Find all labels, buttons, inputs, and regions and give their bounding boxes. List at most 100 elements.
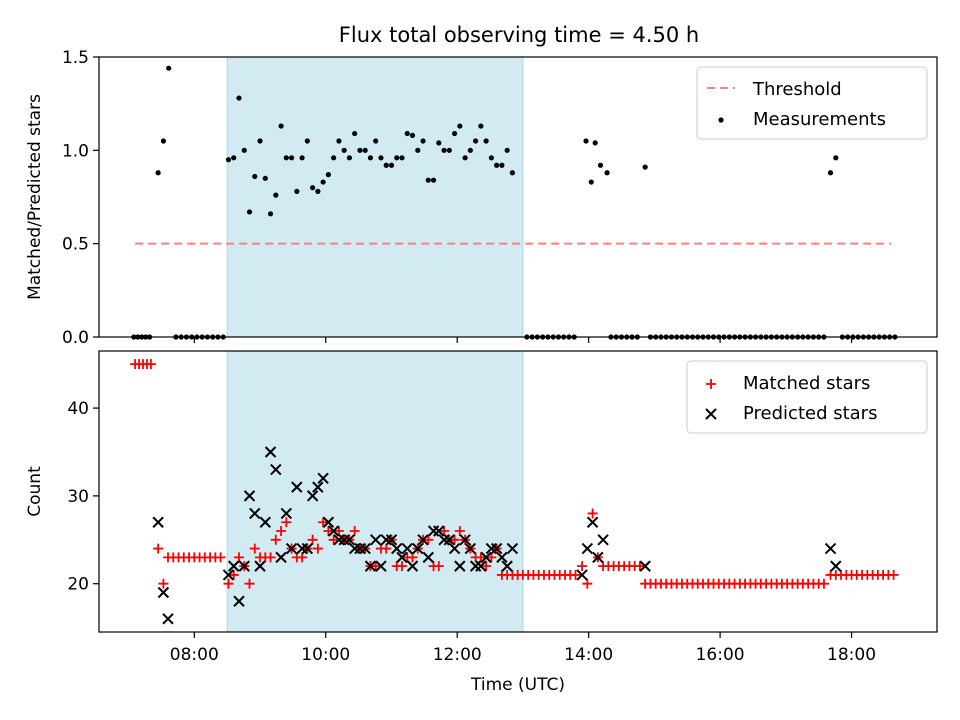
data-point bbox=[399, 155, 405, 161]
y-tick-label: 0.5 bbox=[62, 235, 89, 255]
data-point bbox=[446, 147, 452, 153]
x-tick-label: 10:00 bbox=[301, 645, 350, 665]
data-point bbox=[582, 578, 593, 589]
legend: Threshold Measurements bbox=[696, 66, 928, 140]
data-point bbox=[225, 157, 232, 163]
data-point bbox=[388, 162, 395, 168]
data-point bbox=[233, 552, 244, 563]
data-point bbox=[294, 188, 300, 194]
data-point bbox=[336, 138, 342, 144]
data-point bbox=[464, 542, 477, 555]
data-point bbox=[155, 170, 161, 176]
data-point bbox=[346, 155, 353, 161]
data-point bbox=[634, 561, 645, 572]
data-point bbox=[145, 359, 156, 370]
data-point bbox=[423, 534, 434, 545]
data-point bbox=[166, 65, 172, 71]
legend-box bbox=[696, 66, 928, 140]
data-point bbox=[244, 578, 255, 589]
y-tick-label: 0.0 bbox=[62, 328, 89, 348]
data-point bbox=[153, 543, 164, 554]
data-point bbox=[352, 130, 358, 137]
data-point bbox=[236, 95, 242, 101]
legend-label: Threshold bbox=[752, 79, 842, 100]
y-tick-label: 1.0 bbox=[62, 141, 89, 161]
data-point bbox=[475, 552, 486, 563]
data-point bbox=[301, 542, 314, 555]
data-point bbox=[588, 179, 594, 185]
data-point bbox=[281, 517, 292, 528]
data-point bbox=[381, 543, 392, 554]
x-tick-label: 08:00 bbox=[170, 645, 219, 665]
data-point bbox=[436, 140, 442, 146]
data-point bbox=[299, 155, 305, 161]
data-point bbox=[328, 534, 339, 545]
data-point bbox=[417, 534, 429, 546]
data-point bbox=[283, 155, 289, 161]
data-point bbox=[454, 526, 465, 537]
data-point bbox=[223, 578, 234, 589]
data-point bbox=[241, 147, 247, 153]
data-point bbox=[158, 578, 169, 589]
data-point bbox=[265, 552, 276, 563]
legend-label: Predicted stars bbox=[743, 403, 877, 424]
data-point bbox=[233, 595, 245, 607]
axes-frame bbox=[98, 350, 938, 633]
data-point bbox=[280, 507, 293, 520]
data-point bbox=[830, 560, 842, 572]
top-panel-ratio: 0.0 0.5 1.0 1.5 Matched/Predicted stars Thres… bbox=[25, 48, 938, 348]
data-point bbox=[312, 543, 323, 554]
data-point bbox=[152, 516, 164, 528]
data-point bbox=[433, 561, 444, 572]
data-point bbox=[364, 560, 377, 572]
data-point bbox=[231, 155, 237, 161]
data-point bbox=[592, 140, 598, 146]
data-point bbox=[396, 551, 408, 564]
data-point bbox=[254, 560, 266, 572]
data-point bbox=[315, 188, 321, 194]
legend-marker bbox=[718, 117, 724, 123]
data-point bbox=[396, 561, 407, 572]
data-point bbox=[367, 155, 374, 161]
data-point bbox=[252, 173, 258, 180]
data-point bbox=[583, 138, 589, 144]
data-point bbox=[448, 542, 461, 555]
data-point bbox=[597, 162, 604, 168]
data-point bbox=[285, 542, 298, 555]
data-point bbox=[157, 586, 170, 599]
data-point bbox=[475, 560, 487, 572]
data-point bbox=[318, 517, 329, 528]
data-point bbox=[888, 569, 899, 580]
data-point bbox=[333, 526, 344, 537]
data-point bbox=[322, 516, 335, 528]
data-point bbox=[827, 170, 834, 176]
data-point bbox=[441, 147, 447, 153]
data-point bbox=[509, 170, 516, 176]
data-point bbox=[385, 534, 398, 546]
bottom-panel-counts: 20 30 40 08:00 10:00 12:00 14:00 16:00 18:00 Coun… bbox=[25, 350, 938, 695]
data-point bbox=[306, 490, 319, 502]
data-point bbox=[818, 578, 829, 589]
data-point bbox=[373, 138, 379, 144]
data-point bbox=[215, 552, 226, 563]
legend-marker bbox=[706, 379, 716, 389]
axes-frame bbox=[98, 56, 938, 338]
data-point bbox=[246, 209, 253, 215]
data-point bbox=[404, 130, 410, 137]
data-point bbox=[369, 534, 382, 546]
data-point bbox=[451, 130, 458, 137]
data-point bbox=[422, 551, 434, 564]
y-tick-label: 40 bbox=[67, 399, 89, 419]
data-point bbox=[412, 542, 424, 555]
data-point bbox=[264, 446, 277, 458]
data-point bbox=[317, 472, 329, 485]
data-point bbox=[310, 185, 316, 191]
y-tick-label: 1.5 bbox=[62, 48, 89, 68]
data-point bbox=[307, 534, 318, 545]
data-point bbox=[570, 569, 581, 580]
data-point bbox=[494, 162, 500, 168]
legend-box bbox=[686, 360, 928, 434]
x-axis-label: Time (UTC) bbox=[470, 675, 565, 695]
data-point bbox=[462, 155, 468, 161]
